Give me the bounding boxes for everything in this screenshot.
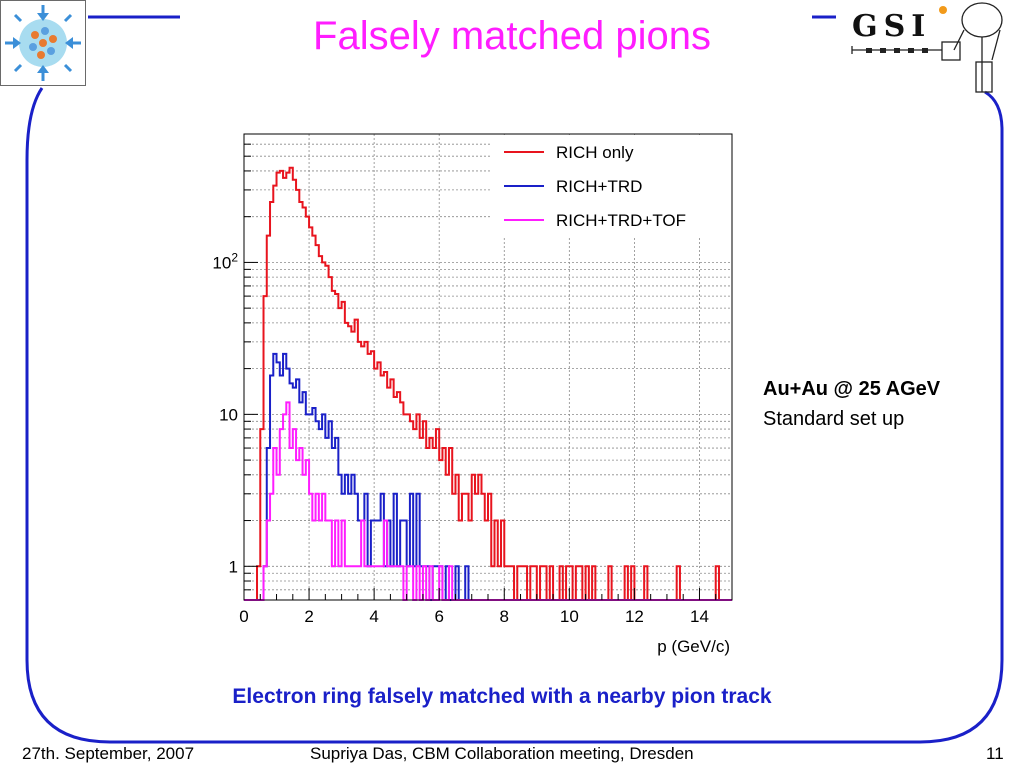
slide-caption: Electron ring falsely matched with a nea… [232,685,772,708]
page-number: 11 [986,744,1004,763]
series-line [244,352,732,601]
plot-grid [244,134,732,601]
x-tick-label: 6 [434,607,443,626]
x-tick-label: 0 [239,607,248,626]
gsi-logo-text: GSI [852,9,931,44]
legend: RICH only RICH+TRD RICH+TRD+TOF [504,143,686,230]
footer-date: 27th. September, 2007 [22,744,195,763]
y-tick-label: 10 [219,405,238,424]
x-tick-label: 4 [369,607,378,626]
legend-label: RICH+TRD [556,177,642,196]
x-tick-label: 10 [560,607,579,626]
y-tick-label: 102 [212,250,238,272]
cbm-logo [0,0,86,86]
x-tick-label: 8 [500,607,509,626]
collision-system: Au+Au @ 25 AGeV [763,378,941,400]
slide-title: Falsely matched pions [313,14,711,58]
gsi-logo: GSI [851,2,1003,93]
x-tick-label: 2 [304,607,313,626]
setup-label: Standard set up [763,408,905,430]
x-tick-label: 12 [625,607,644,626]
legend-label: RICH only [556,143,634,162]
histogram-chart: 0 2 4 6 8 10 12 14 1 10 102 RICH only RICH+TRD RICH+… [212,133,733,656]
footer-author: Supriya Das, CBM Collaboration meeting, … [310,744,694,763]
collision-annotation: Au+Au @ 25 AGeV Standard set up [763,374,940,434]
x-tick-label: 14 [690,607,709,626]
x-axis-label: p (GeV/c) [657,637,730,656]
y-tick-label: 1 [229,557,238,576]
legend-label: RICH+TRD+TOF [556,211,686,230]
